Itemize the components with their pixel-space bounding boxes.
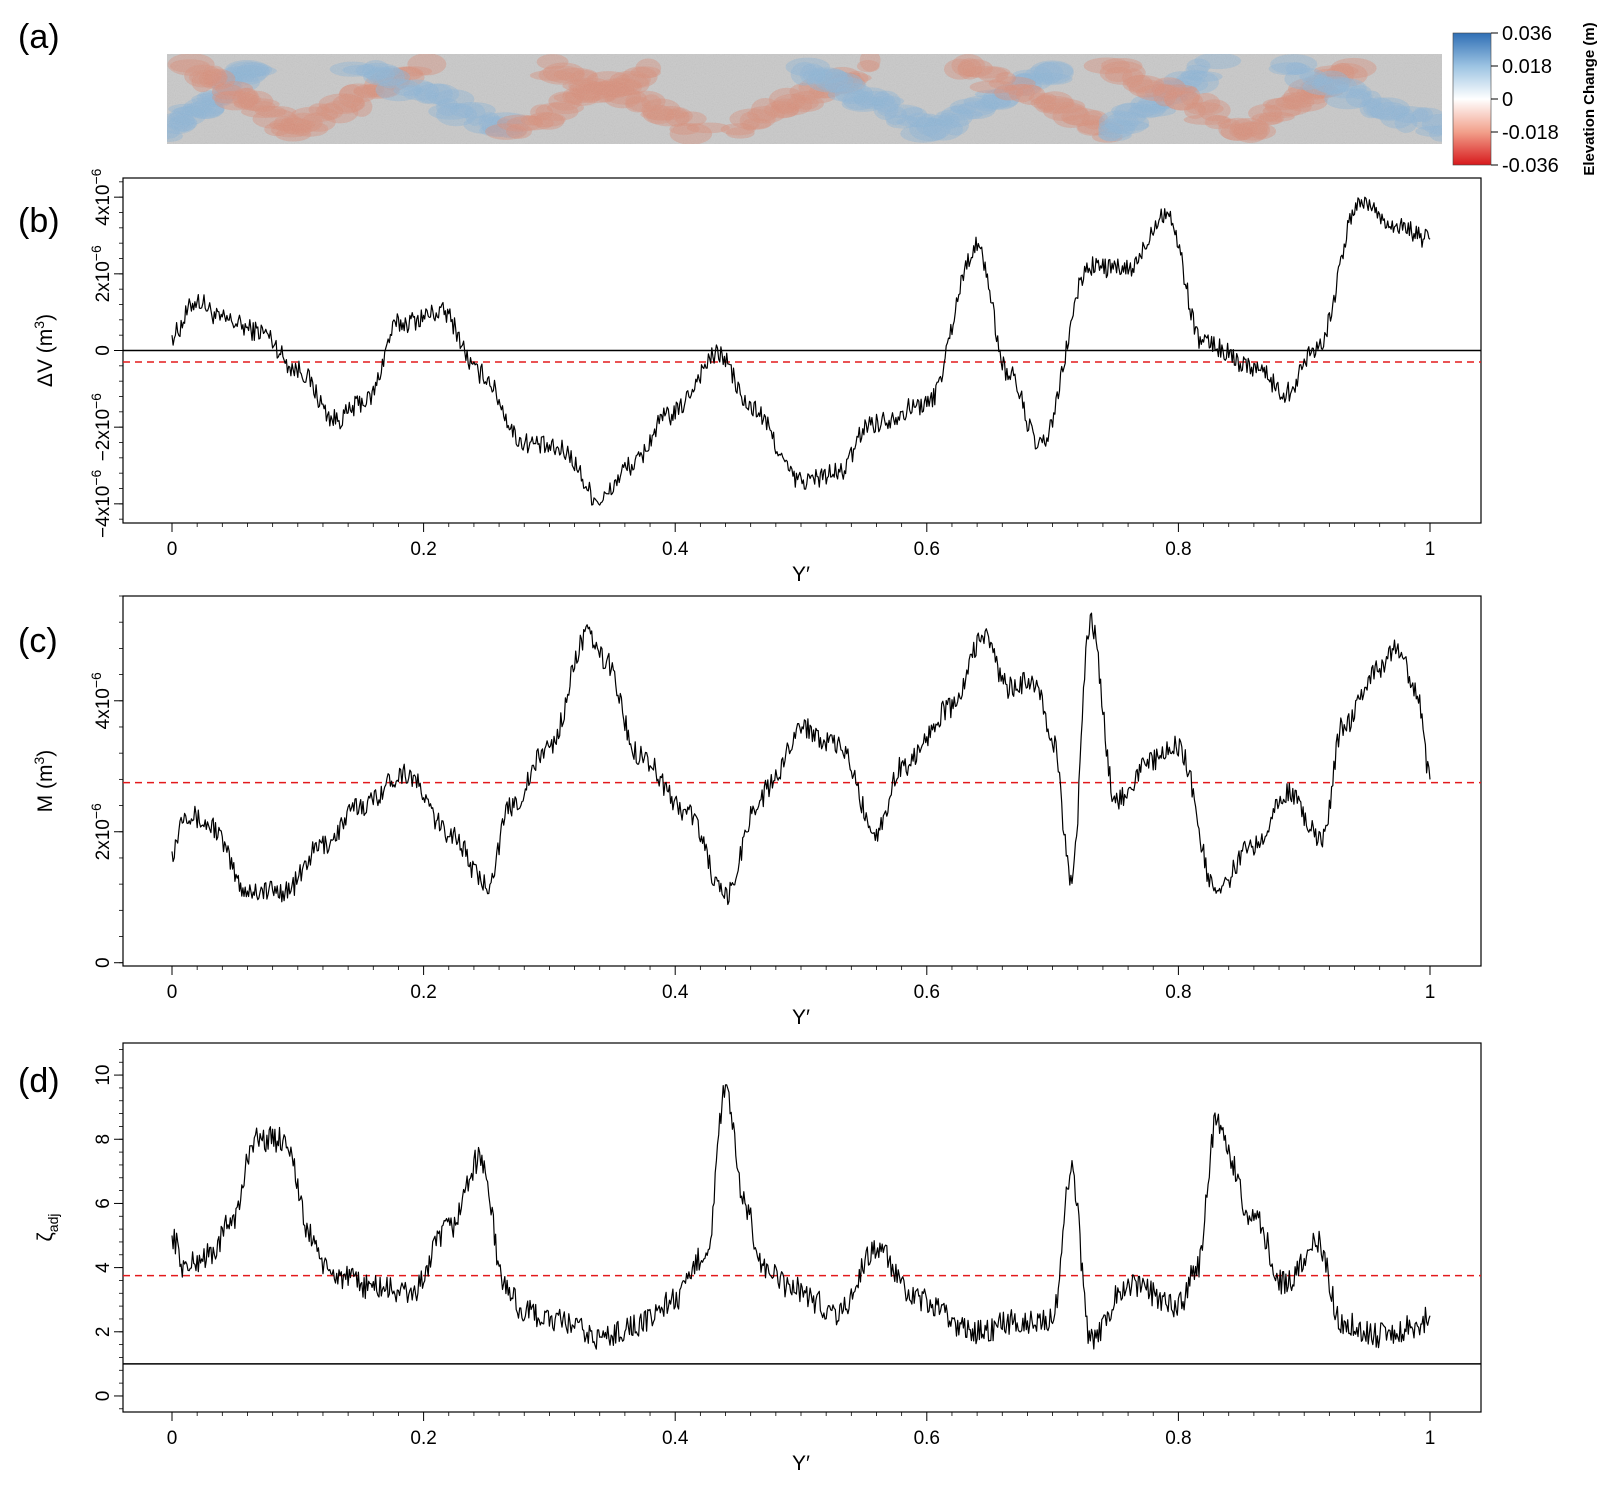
x-tick-label: 1 [1425, 982, 1436, 1003]
y-tick-label: 10 [93, 1065, 114, 1086]
plot-frame [122, 1042, 1482, 1413]
y-axis-title: M (m3) [31, 750, 57, 813]
plot-b: 0 0.2 0.4 0.6 0.8 1 −4x10−6 −2x10−6 0 2x10−6 4x10−… [31, 168, 1482, 586]
x-tick-label: 0.2 [410, 982, 436, 1003]
x-tick-label: 0.4 [662, 1428, 689, 1449]
panel-label-d: (d) [18, 1062, 60, 1100]
x-tick-label: 0.2 [410, 1428, 436, 1449]
colorbar-gradient [1452, 32, 1492, 166]
y-tick-label: 2x10−6 [88, 803, 114, 860]
plot-frame [122, 595, 1482, 967]
y-tick-label: −2x10−6 [88, 393, 114, 461]
x-axis-title: Y′ [792, 563, 810, 586]
x-axis-title: Y′ [792, 1006, 810, 1029]
x-tick-label: 0.8 [1165, 539, 1191, 560]
y-tick-label: 6 [93, 1198, 114, 1209]
x-tick-label: 0.6 [914, 982, 940, 1003]
series-line-b [171, 196, 1431, 506]
colorbar: 0.036 0.018 0 -0.018 -0.036 Elevation Change… [1452, 22, 1598, 177]
x-tick-label: 0.4 [662, 982, 689, 1003]
y-tick-label: 0 [93, 345, 114, 356]
x-tick-label: 1 [1425, 539, 1436, 560]
x-tick-label: 0.2 [410, 539, 436, 560]
x-tick-label: 0 [167, 1428, 178, 1449]
colorbar-tick-label: 0.036 [1502, 23, 1552, 45]
x-tick-label: 0.8 [1165, 1428, 1191, 1449]
x-tick-label: 0.4 [662, 539, 689, 560]
x-tick-label: 0 [167, 539, 178, 560]
y-tick-label: 0 [93, 1391, 114, 1402]
y-axis-title: ΔV (m3) [31, 314, 57, 387]
y-tick-label: 2 [93, 1326, 114, 1337]
colorbar-tick-label: -0.018 [1502, 122, 1559, 144]
y-tick-label: 4x10−6 [88, 168, 114, 225]
x-tick-label: 0 [167, 982, 178, 1003]
elevation-change-map [167, 54, 1442, 144]
series-line-c [171, 612, 1431, 906]
x-tick-label: 0.6 [914, 539, 940, 560]
colorbar-tick-label: 0 [1502, 89, 1513, 111]
terrain-grain [167, 54, 1442, 144]
y-tick-label: 4x10−6 [88, 672, 114, 729]
y-tick-label: 4 [93, 1262, 114, 1273]
panel-label-a: (a) [18, 18, 60, 56]
x-axis-title: Y′ [792, 1452, 810, 1475]
colorbar-tick-label: -0.036 [1502, 155, 1559, 177]
series-line-d [171, 1084, 1431, 1350]
colorbar-tick-label: 0.018 [1502, 56, 1552, 78]
x-tick-label: 0.8 [1165, 982, 1191, 1003]
plot-c: 0 0.2 0.4 0.6 0.8 1 0 2x10−6 4x10−6 Y′ M (m3) [31, 595, 1482, 1029]
y-tick-label: −4x10−6 [88, 469, 114, 537]
colorbar-title: Elevation Change (m) [1581, 22, 1598, 175]
y-tick-label: 8 [93, 1134, 114, 1145]
panel-label-b: (b) [18, 202, 60, 240]
panel-label-c: (c) [18, 622, 58, 660]
y-tick-label: 2x10−6 [88, 245, 114, 302]
x-tick-label: 1 [1425, 1428, 1436, 1449]
y-axis-title: ζadj [34, 1214, 61, 1242]
x-tick-label: 0.6 [914, 1428, 940, 1449]
y-tick-label: 0 [93, 957, 114, 968]
